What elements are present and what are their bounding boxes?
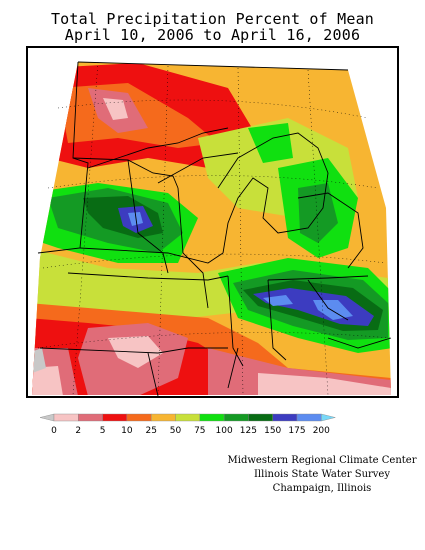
legend-tick-label: 100 — [216, 426, 233, 436]
legend-tick-label: 125 — [240, 426, 257, 436]
legend-tick-label: 0 — [51, 426, 57, 436]
legend-swatch-10 — [272, 413, 298, 422]
legend-tick-label: 150 — [264, 426, 281, 436]
map-date-range: April 10, 2006 to April 16, 2006 — [64, 26, 361, 44]
legend-swatch-0 — [39, 413, 55, 422]
lat-lon-grid — [37, 61, 391, 396]
legend-tick-label: 75 — [194, 426, 205, 436]
legend-swatch-6 — [175, 413, 200, 422]
credit-organization: Midwestern Regional Climate Center — [227, 455, 417, 466]
legend-swatch-8 — [223, 413, 249, 422]
state-boundaries — [37, 61, 392, 396]
legend-swatch-12 — [321, 413, 336, 422]
legend-tick-label: 5 — [100, 426, 106, 436]
color-scale-legend: 0 2 5 10 25 50 75 100 125 150 175 200 — [39, 412, 370, 442]
map-title: Total Precipitation Percent of Mean — [50, 10, 375, 28]
legend-swatch-1 — [53, 413, 79, 422]
legend-tick-label: 50 — [170, 426, 182, 436]
legend-swatch-2 — [78, 413, 103, 422]
legend-swatch-5 — [150, 413, 176, 422]
legend-swatch-3 — [102, 413, 128, 422]
precipitation-contours — [32, 62, 391, 395]
legend-swatch-11 — [296, 413, 322, 422]
legend-swatch-4 — [126, 413, 152, 422]
credit-survey: Illinois State Water Survey — [253, 469, 390, 480]
legend-tick-label: 200 — [313, 426, 330, 436]
credit-location: Champaign, Illinois — [272, 483, 372, 494]
legend-tick-label: 10 — [121, 426, 133, 436]
legend-tick-label: 2 — [75, 426, 81, 436]
legend-tick-label: 175 — [288, 426, 305, 436]
legend-tick-label: 25 — [145, 426, 156, 436]
precipitation-map — [26, 46, 399, 398]
legend-swatch-7 — [199, 413, 225, 422]
legend-swatch-9 — [248, 413, 273, 422]
